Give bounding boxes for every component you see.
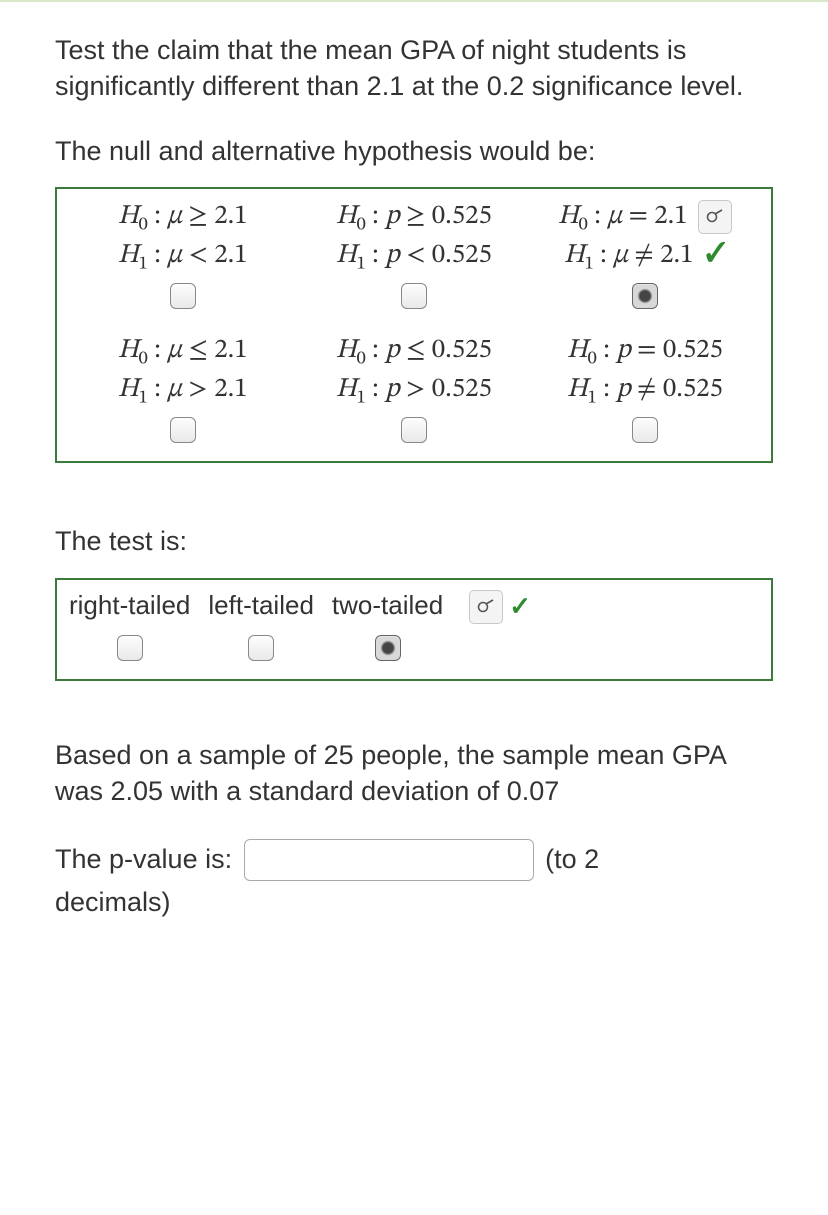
test-prompt: The test is: (55, 523, 773, 559)
hypothesis-h1: H1 : p > 0.525 (298, 372, 529, 411)
pvalue-suffix: (to 2 (545, 844, 599, 874)
test-option-label: right-tailed (69, 590, 190, 621)
hypothesis-option-3: H0 : μ = 2.1 H1 : μ ≠ 2.1 ✓ (529, 197, 760, 313)
sample-text: Based on a sample of 25 people, the samp… (55, 737, 773, 810)
hypothesis-h1: H1 : μ > 2.1 (67, 372, 298, 411)
hypothesis-h0: H0 : μ = 2.1 (558, 199, 732, 238)
hypothesis-h0: H0 : p ≤ 0.525 (298, 333, 529, 372)
option-checkbox-selected[interactable] (632, 283, 658, 309)
correct-check-icon: ✓ (509, 591, 531, 622)
option-checkbox-selected[interactable] (375, 635, 401, 661)
hypothesis-h0: H0 : p ≥ 0.525 (298, 199, 529, 238)
option-checkbox[interactable] (401, 417, 427, 443)
question-prompt: Test the claim that the mean GPA of nigh… (55, 32, 773, 105)
correct-check-icon: ✓ (706, 242, 726, 268)
hypothesis-option-6: H0 : p = 0.525 H1 : p ≠ 0.525 (529, 331, 760, 447)
hypothesis-h0: H0 : p = 0.525 (529, 333, 760, 372)
original-answer-icon (698, 200, 732, 234)
hypothesis-h1: H1 : μ ≠ 2.1 ✓ (529, 238, 760, 277)
hypothesis-answer-box: H0 : μ ≥ 2.1 H1 : μ < 2.1 H0 : p ≥ 0.525… (55, 187, 773, 463)
hypothesis-h1: H1 : p ≠ 0.525 (529, 372, 760, 411)
hypothesis-row-1: H0 : μ ≥ 2.1 H1 : μ < 2.1 H0 : p ≥ 0.525… (67, 197, 761, 313)
test-option-label: two-tailed (332, 590, 443, 621)
option-checkbox[interactable] (248, 635, 274, 661)
hypothesis-option-4: H0 : μ ≤ 2.1 H1 : μ > 2.1 (67, 331, 298, 447)
option-checkbox[interactable] (632, 417, 658, 443)
original-answer-icon (469, 590, 503, 624)
question-page: Test the claim that the mean GPA of nigh… (0, 0, 828, 955)
hypothesis-h0: H0 : μ ≤ 2.1 (67, 333, 298, 372)
hypothesis-h0: H0 : μ ≥ 2.1 (67, 199, 298, 238)
test-option-label: left-tailed (208, 590, 314, 621)
option-checkbox[interactable] (170, 283, 196, 309)
option-checkbox[interactable] (117, 635, 143, 661)
hypothesis-h1: H1 : p < 0.525 (298, 238, 529, 277)
hypothesis-h1: H1 : μ < 2.1 (67, 238, 298, 277)
hypothesis-option-2: H0 : p ≥ 0.525 H1 : p < 0.525 (298, 197, 529, 313)
test-answer-box: right-tailed left-tailed two-tailed ✓ (55, 578, 773, 681)
pvalue-suffix-2: decimals) (55, 887, 171, 917)
test-feedback: ✓ (465, 590, 531, 624)
test-option-two: two-tailed (332, 590, 443, 661)
option-checkbox[interactable] (401, 283, 427, 309)
hypothesis-prompt: The null and alternative hypothesis woul… (55, 133, 773, 169)
hypothesis-option-1: H0 : μ ≥ 2.1 H1 : μ < 2.1 (67, 197, 298, 313)
test-option-right: right-tailed (69, 590, 190, 661)
hypothesis-option-5: H0 : p ≤ 0.525 H1 : p > 0.525 (298, 331, 529, 447)
pvalue-row: The p-value is: (to 2 decimals) (55, 838, 773, 925)
pvalue-input[interactable] (244, 839, 534, 881)
pvalue-label: The p-value is: (55, 844, 232, 874)
option-checkbox[interactable] (170, 417, 196, 443)
hypothesis-row-2: H0 : μ ≤ 2.1 H1 : μ > 2.1 H0 : p ≤ 0.525… (67, 331, 761, 447)
test-option-left: left-tailed (208, 590, 314, 661)
